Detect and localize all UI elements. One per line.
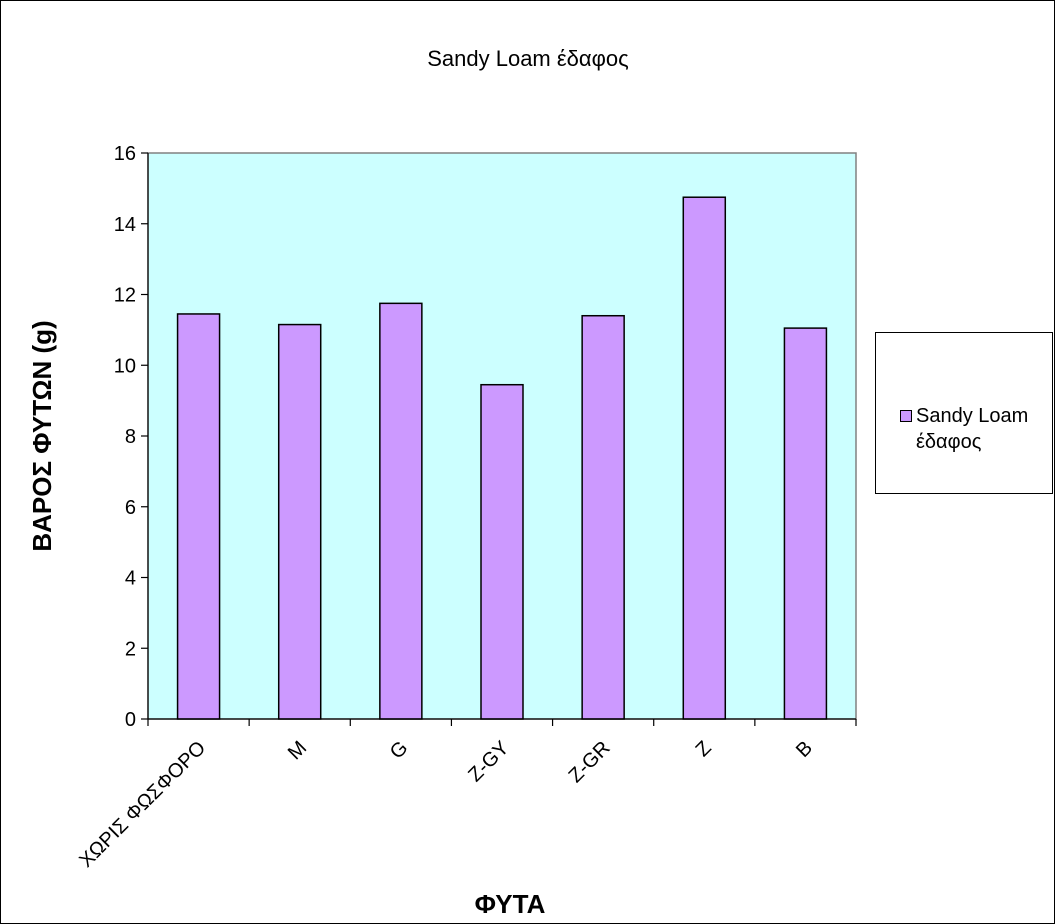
legend-label: Sandy Loam έδαφος (916, 405, 1029, 453)
y-axis-label: ΒΑΡΟΣ ΦΥΤΩΝ (g) (27, 320, 57, 551)
bar (783, 327, 828, 720)
bar (277, 323, 322, 720)
x-tick-label: Z (692, 737, 716, 761)
x-tick-label: M (284, 737, 311, 764)
x-ticks-group: ΧΩΡΙΣ ΦΩΣΦΟΡΟ M G Z-GY Z-GR Z B (75, 719, 857, 872)
y-tick-label: 8 (125, 426, 136, 448)
x-axis-label: ΦΥΤΑ (475, 889, 546, 919)
y-tick-label: 12 (114, 285, 136, 307)
y-ticks-group: 0 2 4 6 8 10 12 14 16 (114, 143, 148, 731)
y-tick-label: 14 (114, 214, 136, 236)
legend: Sandy Loam έδαφος (875, 332, 1053, 494)
bar (176, 313, 221, 720)
y-tick-label: 2 (125, 638, 136, 660)
x-tick-label: G (386, 737, 413, 764)
bar (480, 383, 524, 720)
y-tick-label: 0 (125, 709, 136, 731)
bar (581, 314, 625, 720)
bars-group (176, 196, 828, 720)
x-tick-label: Z-GR (565, 737, 615, 787)
y-tick-label: 4 (125, 568, 136, 590)
legend-swatch (900, 410, 912, 422)
y-tick-label: 6 (125, 497, 136, 519)
y-tick-label: 10 (114, 355, 136, 377)
y-tick-label: 16 (114, 143, 136, 165)
x-tick-label: ΧΩΡΙΣ ΦΩΣΦΟΡΟ (75, 737, 210, 872)
x-tick-label: B (792, 737, 817, 762)
bar (682, 196, 727, 720)
x-tick-label: Z-GY (464, 737, 513, 786)
bar (379, 302, 423, 720)
chart-title: Sandy Loam έδαφος (427, 46, 629, 71)
